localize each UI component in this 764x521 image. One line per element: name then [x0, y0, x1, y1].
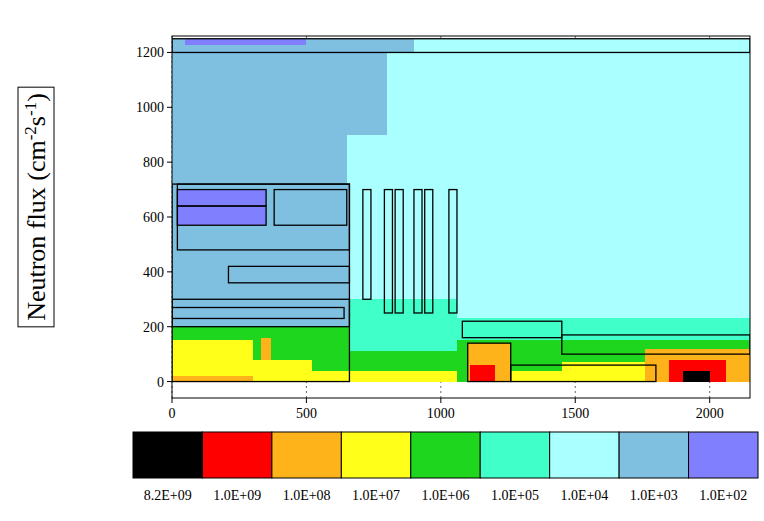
geometry-outline — [177, 206, 266, 225]
geometry-outline — [414, 190, 422, 313]
flux-cell — [347, 52, 387, 134]
flux-cell — [172, 376, 253, 381]
geometry-outline — [395, 190, 403, 313]
color-bar-box — [272, 432, 341, 478]
tick-label: 500 — [296, 406, 317, 421]
flux-cell — [683, 371, 710, 382]
color-bar-label: 1.0E+09 — [213, 488, 261, 503]
color-bar-box — [341, 432, 410, 478]
axis-title-part: Neutron flux (cm — [22, 140, 51, 321]
color-bar-label: 1.0E+08 — [283, 488, 331, 503]
flux-cell — [185, 39, 306, 45]
flux-cell — [457, 318, 562, 340]
color-bar-label: 1.0E+06 — [422, 488, 470, 503]
flux-cell — [470, 365, 494, 381]
color-bar-label: 1.0E+05 — [491, 488, 539, 503]
geometry-outline — [562, 335, 750, 354]
geometry-outline — [511, 365, 656, 381]
color-bar-box — [619, 432, 688, 478]
color-bar-label: 1.0E+02 — [699, 488, 747, 503]
geometry-outline — [177, 184, 349, 250]
geometry-outline — [449, 190, 457, 313]
geometry-outline — [363, 190, 371, 300]
grid — [172, 36, 750, 398]
color-bar-label: 1.0E+07 — [352, 488, 400, 503]
tick — [167, 52, 172, 53]
flux-cell — [172, 340, 253, 376]
tick-label: 1500 — [561, 406, 589, 421]
tick — [172, 398, 173, 403]
tick-label: 0 — [169, 406, 176, 421]
color-bar-box — [689, 432, 758, 478]
geometry-outline — [425, 190, 433, 313]
geometry-outline — [468, 343, 511, 381]
flux-cell — [177, 190, 266, 226]
flux-cell — [172, 39, 414, 53]
flux-map — [172, 39, 750, 382]
tick — [306, 398, 307, 403]
color-bar-label: 8.2E+09 — [144, 488, 192, 503]
flux-cell — [172, 39, 750, 382]
tick-label: 600 — [143, 210, 164, 225]
geometry-outline — [462, 321, 561, 337]
flux-cell — [261, 338, 272, 360]
tick — [167, 107, 172, 108]
geometry-outline — [172, 39, 750, 53]
flux-cell — [457, 340, 562, 381]
geometry-outline — [228, 266, 349, 282]
tick-label: 0 — [157, 375, 164, 390]
axis-title-part: ) — [22, 93, 51, 102]
color-bar: 8.2E+09 1.0E+09 1.0E+08 1.0E+07 1.0E+06 1.0E+… — [133, 432, 758, 503]
color-bar-box — [411, 432, 480, 478]
axis-title-box — [18, 87, 54, 327]
geometry-outline — [172, 184, 349, 381]
tick — [167, 162, 172, 163]
flux-cell — [511, 371, 562, 382]
flux-cell — [562, 318, 750, 340]
tick — [167, 217, 172, 218]
axes: 0 500 1000 1500 2000 0 200 400 600 800 1000 1200 — [136, 45, 724, 421]
axis-title-part: s — [22, 116, 51, 126]
tick-label: 1000 — [136, 100, 164, 115]
geometry-outline — [172, 299, 349, 326]
tick — [167, 271, 172, 272]
flux-cell — [312, 371, 465, 382]
y-axis-title: Neutron flux (cm-2s-1) — [18, 87, 54, 327]
flux-cell — [253, 360, 312, 382]
tick-label: 1000 — [427, 406, 455, 421]
color-bar-label: 1.0E+03 — [630, 488, 678, 503]
flux-cell — [172, 184, 349, 327]
tick — [167, 326, 172, 327]
axis-title-part: -1 — [21, 102, 40, 116]
chart: 0 500 1000 1500 2000 0 200 400 600 800 1000 1200 Neu… — [0, 0, 764, 521]
axis-title: Neutron flux (cm-2s-1) — [21, 93, 52, 321]
axis-title-part: -2 — [21, 126, 40, 140]
tick-label: 200 — [143, 320, 164, 335]
tick — [167, 381, 172, 382]
tick-label: 400 — [143, 265, 164, 280]
flux-cell — [172, 52, 347, 184]
geometry-outline — [274, 190, 347, 226]
tick — [440, 398, 441, 403]
flux-cell — [468, 343, 511, 381]
color-bar-box — [133, 432, 202, 478]
color-bar-box — [550, 432, 619, 478]
geometry-outline — [177, 190, 266, 206]
tick — [709, 398, 710, 403]
tick-label: 2000 — [696, 406, 724, 421]
geometry-outline — [384, 190, 392, 313]
color-bar-label: 1.0E+04 — [560, 488, 608, 503]
tick-label: 800 — [143, 155, 164, 170]
tick — [575, 398, 576, 403]
flux-cell — [669, 360, 725, 382]
plot-frame — [172, 36, 750, 398]
geometry-outline — [172, 308, 344, 319]
color-bar-box — [480, 432, 549, 478]
tick-label: 1200 — [136, 45, 164, 60]
color-bar-box — [202, 432, 271, 478]
